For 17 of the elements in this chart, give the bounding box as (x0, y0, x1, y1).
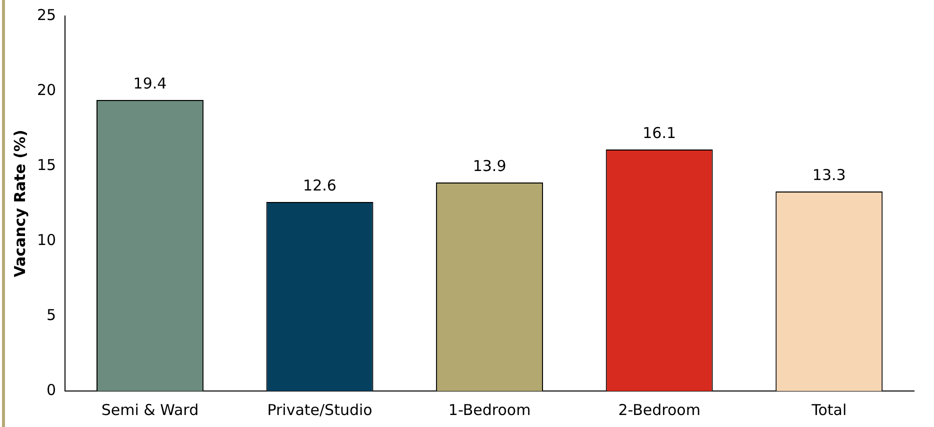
x-tick-label: 1-Bedroom (448, 400, 531, 419)
y-tick-label: 0 (46, 380, 56, 399)
data-label: 16.1 (642, 124, 676, 142)
y-tick-label: 10 (36, 230, 56, 249)
y-tick-label: 25 (36, 6, 56, 24)
y-axis-title: Vacancy Rate (%) (10, 130, 29, 278)
y-tick-label: 15 (36, 156, 56, 174)
x-tick-label: Total (810, 400, 847, 419)
data-label: 12.6 (303, 176, 336, 194)
x-tick-label: 2-Bedroom (618, 400, 700, 419)
data-label: 13.9 (472, 156, 506, 175)
y-tick-label: 20 (36, 80, 56, 99)
data-label: 19.4 (133, 74, 167, 92)
x-tick-label: Private/Studio (267, 400, 372, 419)
data-label: 13.3 (812, 166, 846, 184)
y-tick-label: 5 (46, 306, 56, 324)
x-tick-label: Semi & Ward (101, 400, 199, 419)
